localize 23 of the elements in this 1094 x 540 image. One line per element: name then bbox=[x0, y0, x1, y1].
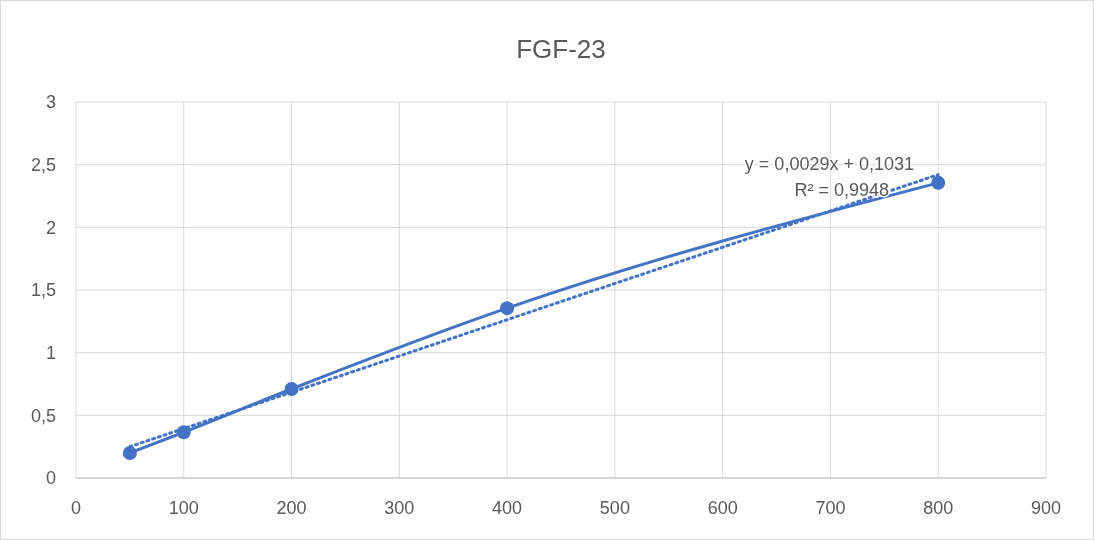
y-tick-label: 2,5 bbox=[30, 154, 56, 175]
y-tick-label: 2 bbox=[45, 217, 56, 238]
x-tick-label: 600 bbox=[707, 498, 738, 518]
x-tick-label: 400 bbox=[492, 498, 523, 518]
x-tick-label: 800 bbox=[923, 498, 954, 518]
y-tick-label: 1,5 bbox=[30, 280, 56, 301]
x-tick-label: 900 bbox=[1030, 498, 1062, 518]
annotation: y = 0,0029x + 0,1031 bbox=[744, 154, 914, 174]
x-tick-label: 200 bbox=[276, 498, 307, 518]
x-tick-label: 0 bbox=[70, 498, 82, 518]
x-tick-label: 300 bbox=[384, 498, 415, 518]
point bbox=[122, 445, 137, 460]
x-tick-label: 500 bbox=[599, 498, 630, 518]
x-tick-label: 700 bbox=[815, 498, 846, 518]
point bbox=[500, 301, 515, 316]
y-tick-label: 0 bbox=[45, 468, 56, 489]
point bbox=[931, 175, 946, 190]
y-tick-label: 0,5 bbox=[30, 405, 56, 426]
chart-title: FGF-23 bbox=[516, 34, 606, 64]
y-tick-label: 3 bbox=[45, 92, 56, 113]
annotation: R² = 0,9948 bbox=[794, 180, 889, 200]
y-tick-label: 1 bbox=[45, 342, 56, 363]
x-tick-label: 100 bbox=[168, 498, 199, 518]
